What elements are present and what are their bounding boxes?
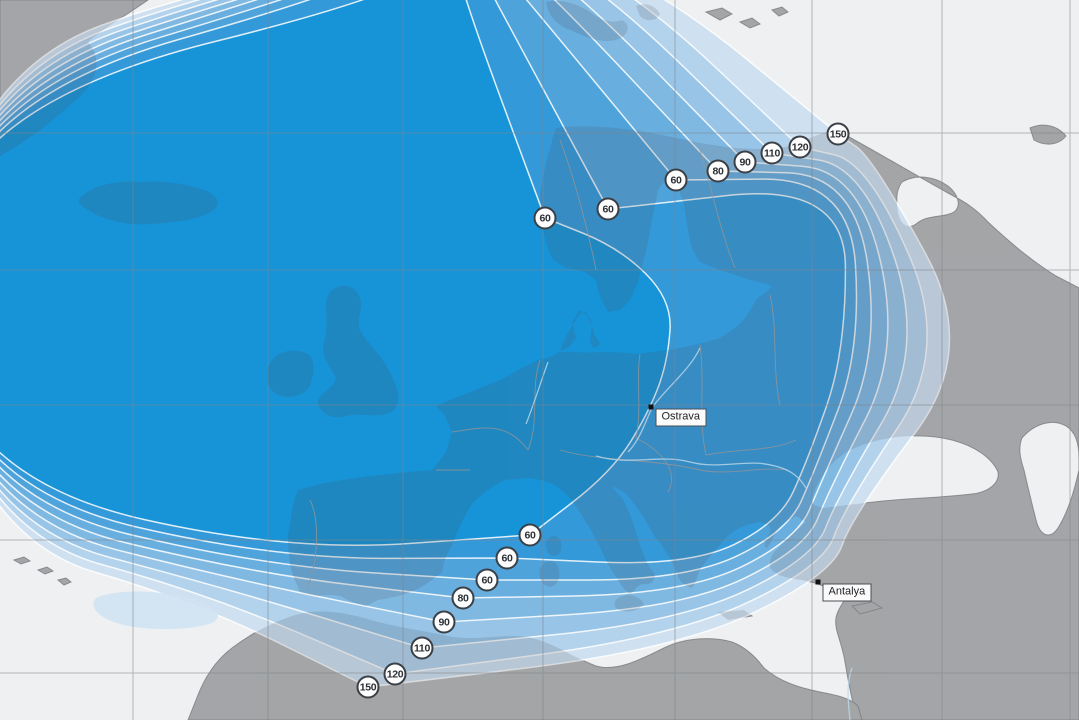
land-tint-shape — [267, 350, 314, 397]
contour-badge-90: 90 — [432, 610, 456, 634]
contour-badge-60: 60 — [495, 546, 519, 570]
contour-badge-90: 90 — [733, 150, 757, 174]
city-label: Ostrava — [655, 408, 707, 427]
contour-badge-110: 110 — [760, 141, 784, 165]
landmass-arctic-islands — [704, 6, 1067, 145]
land-tint-shape — [318, 285, 399, 418]
contour-badge-150: 150 — [356, 675, 380, 699]
city-dot — [648, 404, 654, 410]
beam-contour-layer — [0, 0, 951, 688]
land-tint-shape — [188, 611, 862, 720]
contour-badge-60: 60 — [475, 568, 499, 592]
land-tint-shape — [546, 0, 660, 42]
country-borders — [307, 139, 797, 587]
city-marker-antalya: Antalya — [815, 579, 872, 602]
contour-badge-120: 120 — [383, 662, 407, 686]
beam-fragment — [93, 591, 218, 630]
contour-badge-60: 60 — [664, 168, 688, 192]
beam-contour-ring-1 — [0, 0, 671, 546]
contour-badge-120: 120 — [788, 135, 812, 159]
contour-badge-80: 80 — [706, 159, 730, 183]
city-label: Antalya — [822, 583, 872, 602]
land-tint-shape — [78, 181, 218, 225]
contour-badge-60: 60 — [518, 523, 542, 547]
contour-badge-150: 150 — [826, 122, 850, 146]
contour-badge-60: 60 — [596, 197, 620, 221]
city-dot — [815, 579, 821, 585]
contour-badge-80: 80 — [451, 586, 475, 610]
contour-badge-60: 60 — [533, 206, 557, 230]
city-marker-ostrava: Ostrava — [648, 404, 707, 427]
contour-badge-110: 110 — [410, 636, 434, 660]
land-tint-shape — [0, 0, 148, 156]
